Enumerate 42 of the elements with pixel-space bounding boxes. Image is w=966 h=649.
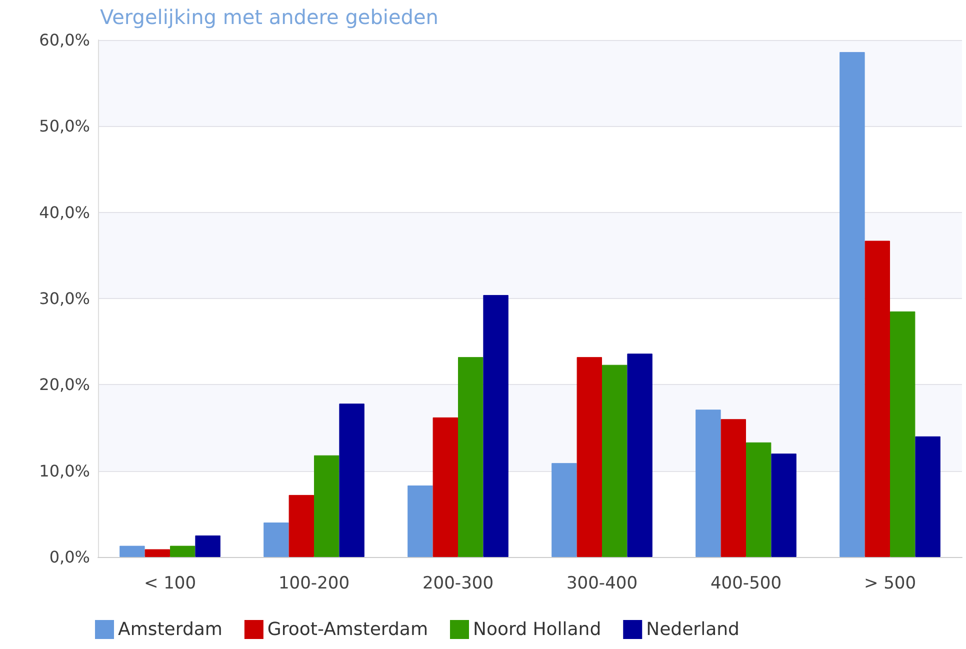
bar — [602, 364, 628, 557]
x-tick-label: 200-300 — [422, 574, 494, 594]
bar — [339, 404, 364, 557]
bar — [890, 311, 916, 557]
bar — [195, 535, 220, 557]
bar — [458, 357, 484, 557]
y-tick-label: 40,0% — [39, 202, 90, 222]
bar — [627, 354, 652, 557]
bar — [483, 295, 508, 557]
y-tick-label: 20,0% — [39, 375, 90, 394]
legend-label: Amsterdam — [118, 619, 222, 640]
bar — [552, 463, 577, 557]
bar — [120, 546, 145, 557]
bar — [144, 549, 170, 557]
chart-title: Vergelijking met andere gebieden — [100, 5, 438, 29]
bar — [720, 419, 746, 557]
x-tick-label: < 100 — [144, 574, 196, 594]
y-tick-label: 0,0% — [49, 548, 90, 566]
legend-label: Groot-Amsterdam — [267, 619, 428, 640]
bar — [314, 455, 340, 557]
y-tick-label: 10,0% — [39, 461, 90, 480]
y-tick-label: 60,0% — [39, 30, 90, 50]
x-tick-label: 100-200 — [278, 574, 350, 594]
bar — [746, 442, 772, 557]
bar — [840, 52, 865, 557]
bar — [408, 485, 433, 557]
bar — [696, 410, 721, 557]
legend-label: Nederland — [646, 619, 740, 640]
bar — [864, 240, 890, 557]
legend-label: Noord Holland — [473, 619, 602, 640]
bar — [288, 494, 314, 557]
x-tick-label: 400-500 — [710, 574, 782, 594]
x-tick-label: 300-400 — [566, 574, 638, 594]
bar — [432, 417, 458, 557]
y-tick-label: 30,0% — [39, 289, 90, 308]
bar — [264, 522, 289, 557]
bar — [915, 436, 940, 557]
x-tick-label: > 500 — [864, 574, 916, 594]
bar — [576, 357, 602, 557]
y-tick-label: 50,0% — [39, 116, 90, 136]
bar — [170, 546, 196, 557]
bar — [771, 454, 796, 557]
